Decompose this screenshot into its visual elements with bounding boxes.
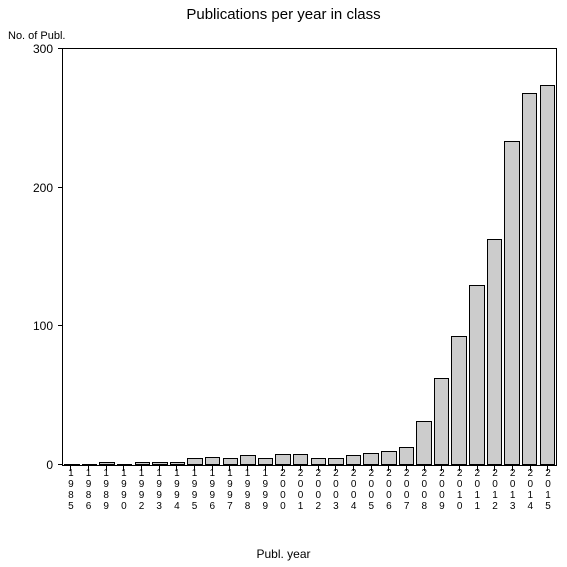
- x-tick-label: 1986: [80, 468, 98, 512]
- bar-slot: [345, 49, 363, 465]
- y-tick-mark: [58, 464, 63, 465]
- bar: [487, 239, 502, 465]
- bar: [99, 462, 114, 465]
- x-tick-label: 2013: [504, 468, 522, 512]
- bar-slot: [81, 49, 99, 465]
- bar-slot: [63, 49, 81, 465]
- bar: [346, 455, 361, 465]
- x-tick-label: 2009: [433, 468, 451, 512]
- x-tick-label: 2012: [486, 468, 504, 512]
- bar-slot: [415, 49, 433, 465]
- bar-slot: [486, 49, 504, 465]
- x-tick-label: 2010: [451, 468, 469, 512]
- bar: [363, 453, 378, 465]
- bar-slot: [538, 49, 556, 465]
- bar: [451, 336, 466, 465]
- bar-slot: [116, 49, 134, 465]
- bar: [258, 458, 273, 465]
- bar: [416, 421, 431, 465]
- bar: [152, 462, 167, 465]
- bar-slot: [292, 49, 310, 465]
- x-tick-label: 1994: [168, 468, 186, 512]
- bar: [275, 454, 290, 465]
- bar: [504, 141, 519, 465]
- y-tick-mark: [58, 48, 63, 49]
- bar-slot: [310, 49, 328, 465]
- plot-area: 0100200300: [62, 48, 557, 466]
- x-tick-label: 2000: [274, 468, 292, 512]
- bar-slot: [450, 49, 468, 465]
- y-tick-label: 300: [33, 42, 63, 56]
- y-tick-label: 0: [46, 458, 63, 472]
- y-tick-label: 100: [33, 319, 63, 333]
- x-tick-labels: 1985198619891990199219931994199519961997…: [62, 468, 557, 512]
- bar: [381, 451, 396, 465]
- y-tick-mark: [58, 187, 63, 188]
- bar-slot: [380, 49, 398, 465]
- bar-slot: [274, 49, 292, 465]
- bar-slot: [98, 49, 116, 465]
- x-tick-label: 2001: [292, 468, 310, 512]
- y-tick-label: 200: [33, 181, 63, 195]
- x-tick-label: 2004: [345, 468, 363, 512]
- bar-slot: [433, 49, 451, 465]
- x-tick-label: 1993: [150, 468, 168, 512]
- bar-slot: [362, 49, 380, 465]
- y-axis-title: No. of Publ.: [8, 30, 65, 42]
- bar: [135, 462, 150, 465]
- x-tick-label: 1995: [186, 468, 204, 512]
- bar-slot: [521, 49, 539, 465]
- bar-slot: [133, 49, 151, 465]
- bar: [187, 458, 202, 465]
- bar-slot: [186, 49, 204, 465]
- x-tick-label: 2002: [309, 468, 327, 512]
- bar-slot: [151, 49, 169, 465]
- bar: [64, 464, 79, 465]
- bar: [205, 457, 220, 465]
- x-tick-label: 2003: [327, 468, 345, 512]
- bar: [117, 464, 132, 465]
- bar: [469, 285, 484, 465]
- bar: [328, 458, 343, 465]
- bar-slot: [468, 49, 486, 465]
- x-tick-label: 2008: [415, 468, 433, 512]
- x-tick-label: 1998: [239, 468, 257, 512]
- bar: [170, 462, 185, 465]
- x-tick-label: 2015: [539, 468, 557, 512]
- x-tick-label: 2005: [362, 468, 380, 512]
- x-tick-label: 2006: [380, 468, 398, 512]
- chart-title: Publications per year in class: [0, 6, 567, 23]
- y-tick-mark: [58, 325, 63, 326]
- bar-slot: [257, 49, 275, 465]
- bar: [293, 454, 308, 465]
- bar: [522, 93, 537, 465]
- bar-slot: [169, 49, 187, 465]
- bar: [434, 378, 449, 465]
- bar: [223, 458, 238, 465]
- x-tick-label: 1999: [256, 468, 274, 512]
- bar: [82, 464, 97, 465]
- x-tick-label: 2014: [521, 468, 539, 512]
- x-tick-label: 2007: [398, 468, 416, 512]
- x-tick-label: 1992: [133, 468, 151, 512]
- bar-slot: [503, 49, 521, 465]
- x-tick-label: 1996: [203, 468, 221, 512]
- x-tick-label: 1997: [221, 468, 239, 512]
- x-tick-label: 1985: [62, 468, 80, 512]
- bar-slot: [398, 49, 416, 465]
- x-tick-label: 2011: [468, 468, 486, 512]
- bar: [240, 455, 255, 465]
- bar-slot: [204, 49, 222, 465]
- chart-root: Publications per year in class No. of Pu…: [0, 0, 567, 567]
- x-tick-label: 1989: [97, 468, 115, 512]
- bar: [399, 447, 414, 465]
- x-tick-label: 1990: [115, 468, 133, 512]
- bars-container: [63, 49, 556, 465]
- x-axis-title: Publ. year: [0, 547, 567, 561]
- bar-slot: [327, 49, 345, 465]
- bar-slot: [239, 49, 257, 465]
- bar-slot: [221, 49, 239, 465]
- bar: [311, 458, 326, 465]
- bar: [540, 85, 555, 465]
